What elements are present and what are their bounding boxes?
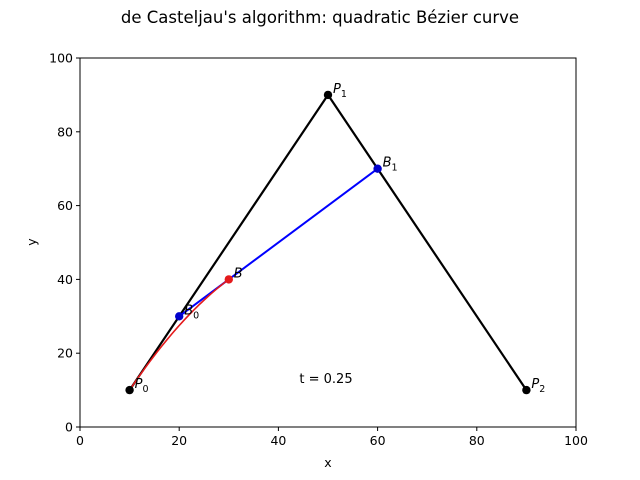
y-tick-label: 80 [57, 124, 73, 139]
t-annotation: t = 0.25 [299, 372, 352, 387]
chart-title: de Casteljau's algorithm: quadratic Bézi… [121, 8, 519, 27]
label-p0: P0 [135, 377, 149, 395]
curve-point-b [224, 275, 233, 284]
x-tick-label: 40 [270, 433, 286, 448]
intermediate-point-b0 [175, 312, 184, 321]
x-tick-label: 20 [171, 433, 187, 448]
y-tick-label: 60 [57, 198, 73, 213]
intermediate-segment-line [178, 167, 379, 318]
plot-frame [79, 57, 577, 428]
y-tick-label: 100 [49, 51, 73, 66]
x-tick-label: 0 [76, 433, 84, 448]
y-tick-label: 20 [57, 346, 73, 361]
label-b: B [234, 266, 243, 281]
label-p2: P2 [531, 377, 545, 395]
intermediate-point-b1 [373, 164, 382, 173]
control-point-p1 [323, 90, 333, 100]
y-tick-label: 0 [65, 420, 73, 435]
y-axis-label: y [24, 238, 39, 246]
x-tick-label: 60 [370, 433, 386, 448]
control-point-p2 [522, 385, 531, 395]
x-tick-label: 100 [564, 433, 588, 448]
bezier-curve-line [128, 278, 230, 391]
label-p1: P1 [333, 82, 347, 100]
y-tick-label: 40 [57, 272, 73, 287]
x-tick-label: 80 [469, 433, 485, 448]
x-axis-label: x [324, 455, 331, 470]
control-polygon-line [128, 92, 528, 391]
label-b1: B1 [383, 156, 398, 174]
control-point-p0 [125, 385, 134, 395]
